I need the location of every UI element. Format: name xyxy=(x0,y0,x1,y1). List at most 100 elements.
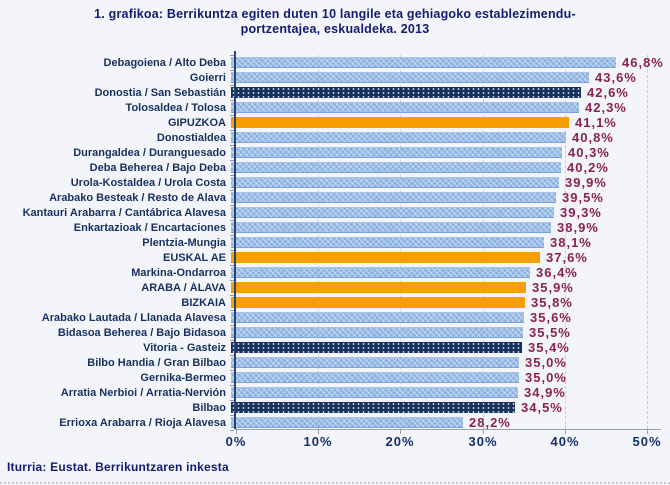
table-row: Plentzia-Mungia 38,1% xyxy=(0,235,670,250)
bottom-border xyxy=(0,482,670,484)
bar-track: 38,1% xyxy=(231,235,670,250)
table-row: Deba Beherea / Bajo Deba 40,2% xyxy=(0,160,670,175)
y-tick xyxy=(230,325,234,326)
x-tick-label: 30% xyxy=(468,434,498,449)
category-label: Bilbo Handia / Gran Bilbao xyxy=(87,356,226,369)
value-label: 39,5% xyxy=(562,190,604,205)
y-tick xyxy=(230,205,234,206)
table-row: Bilbo Handia / Gran Bilbao 35,0% xyxy=(0,355,670,370)
bar-track: 37,6% xyxy=(231,250,670,265)
category-label: Bilbao xyxy=(192,401,226,414)
category-label: Debagoiena / Alto Deba xyxy=(103,56,226,69)
category-label: Vitoria - Gasteiz xyxy=(143,341,226,354)
bar xyxy=(231,162,561,173)
y-tick xyxy=(230,430,234,431)
category-label: Enkartazioak / Encartaciones xyxy=(73,221,226,234)
bar-track: 36,4% xyxy=(231,265,670,280)
bar-track: 35,0% xyxy=(231,355,670,370)
value-label: 35,0% xyxy=(525,355,567,370)
source-note: Iturria: Eustat. Berrikuntzaren inkesta xyxy=(7,460,229,474)
y-tick xyxy=(230,295,234,296)
y-tick xyxy=(230,415,234,416)
table-row: Debagoiena / Alto Deba 46,8% xyxy=(0,55,670,70)
category-label: Donostialdea xyxy=(156,131,226,144)
x-tick-label: 40% xyxy=(550,434,580,449)
y-tick xyxy=(230,145,234,146)
bar xyxy=(231,297,525,308)
y-tick xyxy=(230,160,234,161)
table-row: GIPUZKOA 41,1% xyxy=(0,115,670,130)
bar xyxy=(231,402,515,413)
bar xyxy=(231,72,589,83)
category-label: Arabako Besteak / Resto de Alava xyxy=(49,191,226,204)
value-label: 42,6% xyxy=(587,85,629,100)
x-tick xyxy=(647,429,648,434)
table-row: Goierri 43,6% xyxy=(0,70,670,85)
bar-track: 40,3% xyxy=(231,145,670,160)
bar-track: 28,2% xyxy=(231,415,670,430)
table-row: Arabako Lautada / Llanada Alavesa 35,6% xyxy=(0,310,670,325)
bar-track: 39,9% xyxy=(231,175,670,190)
bar-track: 34,5% xyxy=(231,400,670,415)
table-row: Tolosaldea / Tolosa 42,3% xyxy=(0,100,670,115)
y-tick xyxy=(230,310,234,311)
y-tick xyxy=(230,370,234,371)
y-tick xyxy=(230,355,234,356)
bar xyxy=(231,87,581,98)
value-label: 35,6% xyxy=(530,310,572,325)
value-label: 41,1% xyxy=(575,115,617,130)
y-tick xyxy=(230,190,234,191)
bar-track: 35,4% xyxy=(231,340,670,355)
table-row: Errioxa Arabarra / Rioja Alavesa 28,2% xyxy=(0,415,670,430)
y-tick xyxy=(230,115,234,116)
bar xyxy=(231,102,579,113)
bar xyxy=(231,177,559,188)
bar-track: 35,0% xyxy=(231,370,670,385)
table-row: Durangaldea / Duranguesado 40,3% xyxy=(0,145,670,160)
category-label: Bidasoa Beherea / Bajo Bidasoa xyxy=(57,326,226,339)
bar xyxy=(231,282,526,293)
category-label: Plentzia-Mungia xyxy=(142,236,226,249)
y-axis xyxy=(234,51,236,429)
value-label: 46,8% xyxy=(622,55,664,70)
category-label: Goierri xyxy=(189,71,226,84)
category-label: Tolosaldea / Tolosa xyxy=(125,101,226,114)
chart-title-line1: 1. grafikoa: Berrikuntza egiten duten 10… xyxy=(94,7,576,21)
bar-track: 39,5% xyxy=(231,190,670,205)
y-tick xyxy=(230,280,234,281)
bar-track: 35,5% xyxy=(231,325,670,340)
chart-title-line2: portzentajea, eskualdeka. 2013 xyxy=(240,22,430,36)
value-label: 35,4% xyxy=(528,340,570,355)
bar-track: 41,1% xyxy=(231,115,670,130)
bar xyxy=(231,57,616,68)
bar xyxy=(231,117,569,128)
value-label: 35,0% xyxy=(525,370,567,385)
value-label: 42,3% xyxy=(585,100,627,115)
bar-track: 42,3% xyxy=(231,100,670,115)
category-label: Donostia / San Sebastián xyxy=(94,86,226,99)
y-tick xyxy=(230,235,234,236)
category-label: Urola-Kostaldea / Urola Costa xyxy=(70,176,226,189)
value-label: 39,9% xyxy=(565,175,607,190)
value-label: 34,9% xyxy=(524,385,566,400)
category-label: Markina-Ondarroa xyxy=(131,266,226,279)
bar-track: 35,8% xyxy=(231,295,670,310)
value-label: 40,2% xyxy=(567,160,609,175)
bar xyxy=(231,237,544,248)
y-tick xyxy=(230,400,234,401)
bar-track: 43,6% xyxy=(231,70,670,85)
bar xyxy=(231,342,522,353)
table-row: Arratia Nerbioi / Arratia-Nervión 34,9% xyxy=(0,385,670,400)
x-axis xyxy=(235,429,661,430)
bar-track: 39,3% xyxy=(231,205,670,220)
value-label: 37,6% xyxy=(546,250,588,265)
value-label: 28,2% xyxy=(469,415,511,430)
y-tick xyxy=(230,220,234,221)
category-label: GIPUZKOA xyxy=(167,116,226,129)
bar-rows: Debagoiena / Alto Deba 46,8% Goierri 43,6% D… xyxy=(0,55,670,430)
y-tick xyxy=(230,100,234,101)
table-row: EUSKAL AE 37,6% xyxy=(0,250,670,265)
value-label: 35,5% xyxy=(529,325,571,340)
y-tick xyxy=(230,175,234,176)
